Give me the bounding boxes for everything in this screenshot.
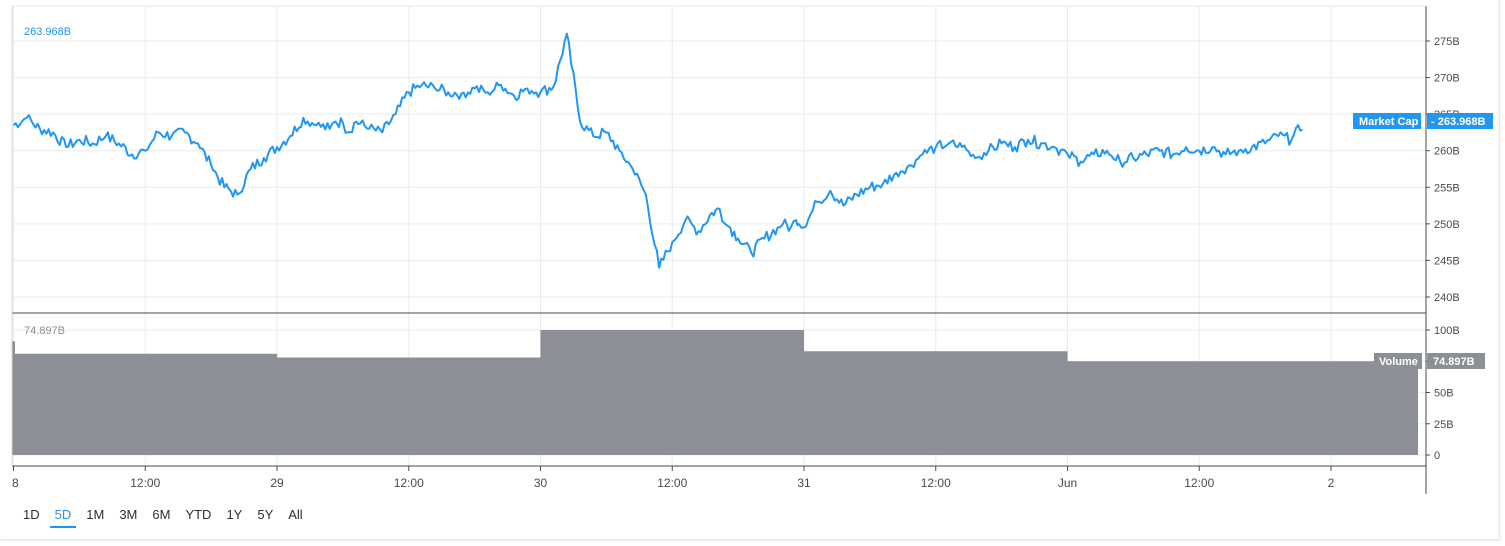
range-button-6m[interactable]: 6M	[147, 504, 175, 528]
range-button-1d[interactable]: 1D	[18, 504, 45, 528]
range-button-all[interactable]: All	[283, 504, 307, 528]
range-button-1y[interactable]: 1Y	[221, 504, 247, 528]
price-tick-label-4: 260B	[1434, 146, 1460, 158]
volume-name-badge	[1374, 353, 1422, 369]
volume-bar-3	[804, 351, 1068, 455]
price-tick-label-0: 240B	[1434, 292, 1460, 304]
market-cap-name-badge	[1353, 113, 1421, 129]
market-cap-value-badge-text: - 263.968B	[1431, 116, 1485, 128]
market-cap-name-badge-text: Market Cap	[1359, 116, 1419, 128]
price-tick-label-2: 250B	[1434, 219, 1460, 231]
x-tick-label-10: 2	[1328, 476, 1335, 490]
volume-value-badge	[1427, 353, 1485, 369]
volume-name-badge-text: Volume	[1379, 356, 1418, 368]
x-tick-label-4: 30	[534, 476, 548, 490]
price-tick-label-3: 255B	[1434, 182, 1460, 194]
price-tick-label-7: 275B	[1434, 36, 1460, 48]
x-tick-label-0: 8	[12, 476, 19, 490]
x-tick-label-5: 12:00	[657, 476, 687, 490]
value-badges: Market Cap - 263.968B Volume 74.897B	[1353, 113, 1493, 369]
volume-tick-label-4: 100B	[1434, 325, 1460, 337]
volume-bar-2	[540, 330, 804, 455]
market-cap-line	[12, 32, 1303, 269]
time-range-selector: 1D 5D 1M 3M 6M YTD 1Y 5Y All	[18, 504, 313, 528]
volume-value-badge-text: 74.897B	[1433, 356, 1475, 368]
volume-tick-label-2: 50B	[1434, 388, 1454, 400]
price-tick-label-6: 270B	[1434, 73, 1460, 85]
market-cap-chart[interactable]: 240B245B250B255B260B265B270B275B025B50B7…	[0, 0, 1500, 500]
price-legend-value: 263.968B	[24, 26, 71, 38]
x-tick-label-8: Jun	[1058, 476, 1077, 490]
x-tick-label-3: 12:00	[394, 476, 424, 490]
x-tick-label-6: 31	[797, 476, 811, 490]
market-cap-value-badge	[1427, 113, 1493, 129]
price-tick-label-1: 245B	[1434, 255, 1460, 267]
range-button-5y[interactable]: 5Y	[252, 504, 278, 528]
x-tick-label-2: 29	[270, 476, 284, 490]
axis-labels: 240B245B250B255B260B265B270B275B025B50B7…	[12, 36, 1460, 490]
volume-bar-0	[13, 353, 277, 455]
volume-tick-label-1: 25B	[1434, 419, 1454, 431]
range-button-1m[interactable]: 1M	[81, 504, 109, 528]
x-tick-label-1: 12:00	[130, 476, 160, 490]
volume-bar-4	[1067, 361, 1418, 455]
range-button-3m[interactable]: 3M	[114, 504, 142, 528]
market-cap-series-line	[12, 32, 1303, 269]
volume-bar-edge	[12, 341, 15, 455]
x-tick-label-9: 12:00	[1184, 476, 1214, 490]
range-button-ytd[interactable]: YTD	[180, 504, 216, 528]
volume-tick-label-0: 0	[1434, 450, 1440, 462]
volume-legend-value: 74.897B	[24, 325, 65, 337]
volume-bars	[12, 330, 1418, 455]
range-button-5d[interactable]: 5D	[49, 504, 77, 528]
axes	[11, 5, 1430, 494]
x-tick-label-7: 12:00	[921, 476, 951, 490]
volume-bar-1	[277, 357, 541, 455]
